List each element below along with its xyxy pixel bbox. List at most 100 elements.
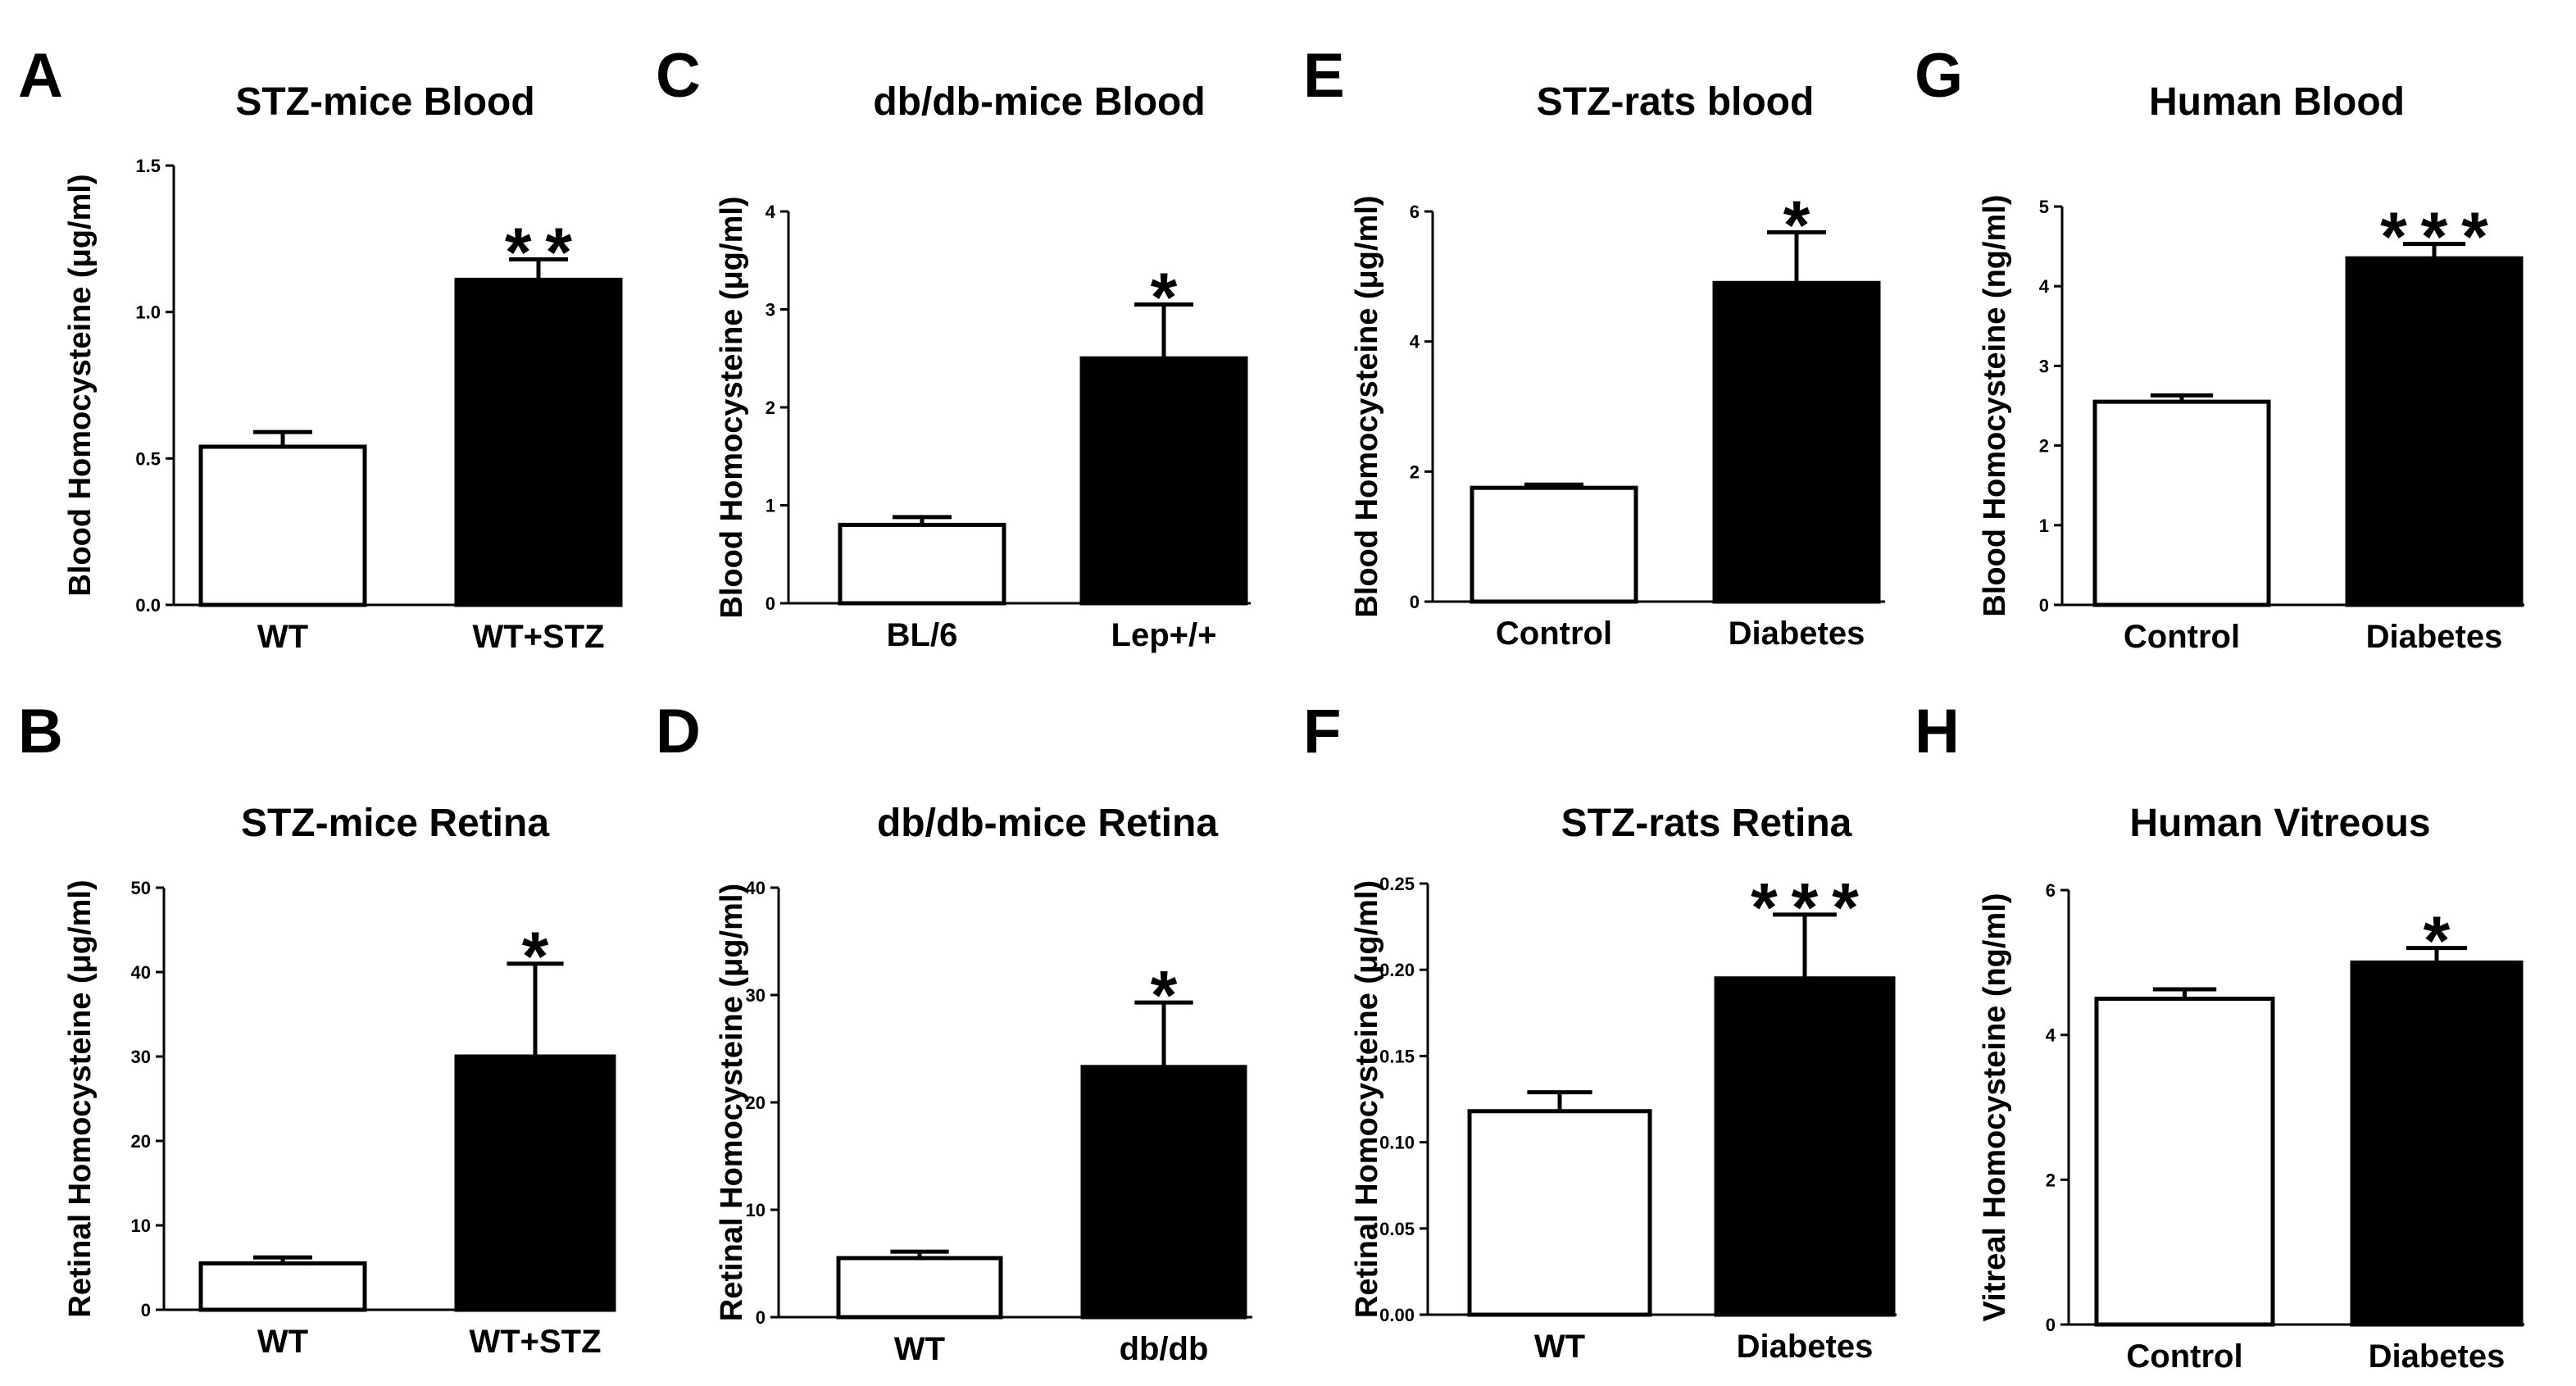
y-tick-label-b: 0	[141, 1300, 151, 1320]
y-tick-label-b: 40	[131, 962, 151, 983]
y-tick-label-c: 0	[766, 593, 775, 614]
panel-letter-g: G	[1915, 41, 1963, 111]
chart-title-a: STZ-mice Blood	[235, 80, 534, 124]
bar-e-0	[1470, 485, 1638, 604]
panel-e: E STZ-rats blood Blood Homocysteine (μg/ml…	[1303, 41, 1885, 652]
y-tick-label-a: 1.0	[135, 302, 161, 323]
bar-f-0	[1467, 1109, 1652, 1317]
y-tick-label-g: 1	[2039, 516, 2049, 536]
chart-title-f: STZ-rats Retina	[1561, 802, 1852, 845]
y-axis-label-g: Blood Homocysteine (ng/ml)	[1978, 194, 2012, 616]
chart-title-g: Human Blood	[2149, 80, 2405, 124]
category-label-f-1: Diabetes	[1737, 1329, 1874, 1365]
y-axis-label-c: Blood Homocysteine (μg/ml)	[715, 196, 749, 618]
panel-letter-d: D	[656, 697, 701, 766]
category-label-g-0: Control	[2124, 619, 2240, 655]
category-label-h-1: Diabetes	[2369, 1338, 2506, 1375]
category-label-d-1: db/db	[1120, 1331, 1209, 1367]
y-tick-label-f: 0.00	[1379, 1305, 1415, 1325]
bar-c-1	[1079, 356, 1248, 606]
panel-g: G Human Blood Blood Homocysteine (ng/ml) 0 1…	[1915, 41, 2524, 655]
chart-title-h: Human Vitreous	[2129, 802, 2430, 845]
y-tick-label-f: 0.20	[1379, 960, 1415, 980]
panel-letter-h: H	[1915, 697, 1960, 766]
chart-title-e: STZ-rats blood	[1537, 80, 1815, 124]
y-tick-label-c: 4	[766, 202, 776, 222]
y-tick-label-a: 0.0	[135, 595, 161, 616]
chart-title-b: STZ-mice Retina	[241, 802, 549, 845]
bar-g-1	[2345, 256, 2524, 607]
bar-d-0	[836, 1256, 1003, 1320]
category-label-c-0: BL/6	[887, 617, 958, 653]
y-axis-label-h: Vitreal Homocysteine (ng/ml)	[1978, 893, 2012, 1322]
bar-h-0	[2094, 997, 2275, 1327]
y-tick-label-c: 1	[766, 496, 775, 516]
category-label-c-1: Lep+/+	[1111, 617, 1217, 653]
y-tick-label-a: 0.5	[135, 448, 161, 469]
bar-e-1	[1712, 280, 1881, 604]
y-axis-label-b: Retinal Homocysteine (μg/ml)	[63, 879, 98, 1317]
category-label-b-0: WT	[257, 1324, 308, 1360]
y-tick-label-b: 50	[131, 878, 151, 898]
y-tick-label-d: 0	[756, 1307, 766, 1328]
y-tick-label-h: 6	[2046, 880, 2056, 901]
significance-label-g: * * *	[2380, 198, 2488, 275]
y-tick-label-d: 20	[746, 1093, 766, 1113]
panel-letter-b: B	[18, 697, 63, 766]
significance-label-f: * * *	[1751, 869, 1859, 946]
y-tick-label-c: 3	[766, 300, 775, 320]
significance-label-h: *	[2424, 902, 2451, 979]
y-axis-label-d: Retinal Homocysteine (μg/ml)	[715, 884, 749, 1321]
panel-a: A STZ-mice Blood Blood Homocysteine (μg/ml…	[18, 41, 623, 655]
y-tick-label-e: 4	[1410, 332, 1420, 352]
category-label-e-1: Diabetes	[1729, 616, 1865, 652]
y-tick-label-h: 0	[2046, 1315, 2056, 1335]
y-tick-label-d: 40	[746, 878, 766, 898]
y-axis-label-f: Retinal Homocysteine (μg/ml)	[1350, 880, 1384, 1318]
y-tick-label-g: 2	[2039, 436, 2049, 457]
y-tick-label-g: 3	[2039, 356, 2049, 376]
significance-label-b: *	[522, 918, 549, 995]
y-tick-label-b: 10	[131, 1216, 151, 1236]
panel-letter-a: A	[18, 41, 63, 111]
y-tick-label-b: 20	[131, 1131, 151, 1152]
y-tick-label-g: 4	[2039, 276, 2050, 297]
bar-f-1	[1714, 976, 1896, 1317]
panel-h: H Human Vitreous Vitreal Homocysteine (ng/…	[1915, 697, 2524, 1375]
y-tick-label-f: 0.10	[1379, 1133, 1415, 1153]
panel-f: F STZ-rats Retina Retinal Homocysteine (μg…	[1303, 697, 1897, 1365]
y-axis-label-a: Blood Homocysteine (μg/ml)	[63, 174, 98, 596]
y-tick-label-e: 2	[1410, 461, 1420, 482]
bar-g-0	[2092, 399, 2271, 607]
category-label-a-0: WT	[257, 619, 308, 655]
chart-title-d: db/db-mice Retina	[877, 802, 1218, 845]
y-tick-label-d: 10	[746, 1200, 766, 1220]
bar-a-1	[454, 277, 623, 607]
category-label-e-0: Control	[1496, 616, 1612, 652]
bar-b-1	[454, 1054, 616, 1312]
y-tick-label-f: 0.15	[1379, 1046, 1415, 1066]
y-axis-label-e: Blood Homocysteine (μg/ml)	[1350, 195, 1384, 617]
category-label-h-0: Control	[2126, 1338, 2242, 1375]
y-tick-label-g: 5	[2039, 197, 2049, 217]
panel-b: B STZ-mice Retina Retinal Homocysteine (μg…	[18, 697, 616, 1360]
bar-d-1	[1080, 1065, 1247, 1320]
panel-d: Ddb/db-mice Retina Retinal Homocysteine (…	[656, 697, 1252, 1367]
y-tick-label-d: 30	[746, 985, 766, 1006]
significance-label-d: *	[1151, 957, 1178, 1034]
y-tick-label-e: 6	[1410, 202, 1420, 222]
category-label-f-0: WT	[1534, 1329, 1585, 1365]
category-label-g-1: Diabetes	[2366, 619, 2503, 655]
y-tick-label-a: 1.5	[135, 156, 161, 176]
y-tick-label-h: 4	[2046, 1025, 2056, 1046]
panel-letter-e: E	[1303, 41, 1345, 111]
significance-label-a: * *	[505, 213, 573, 290]
panel-letter-c: C	[656, 41, 701, 111]
panels-group: A STZ-mice Blood Blood Homocysteine (μg/ml…	[18, 41, 2524, 1375]
bar-h-1	[2350, 960, 2524, 1327]
bar-b-0	[198, 1261, 367, 1312]
y-tick-label-h: 2	[2046, 1170, 2056, 1190]
significance-label-c: *	[1151, 259, 1178, 336]
